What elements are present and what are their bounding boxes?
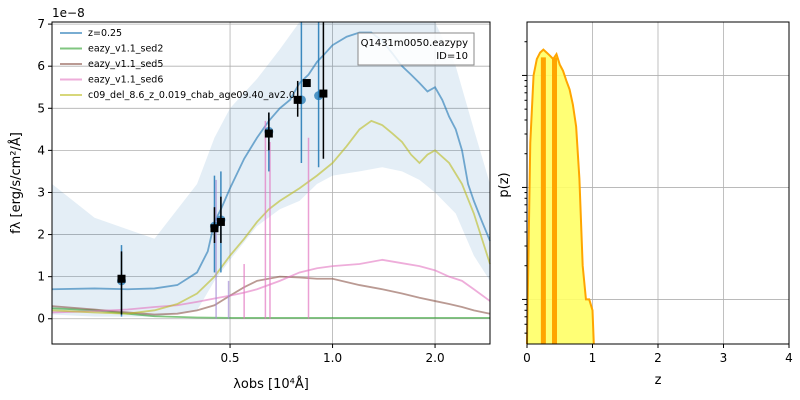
series-line-eazy-v1-1-sed5 [51,275,491,316]
sed-frame [51,21,491,345]
pz-x-tick-label: 0 [523,351,531,365]
pz-x-ticks: 0 1 2 3 4 [523,344,793,365]
y-tick-label: 3 [37,185,45,199]
pz-area [526,48,595,345]
legend-label-eazy-v1-1-sed6: eazy_v1.1_sed6 [88,75,163,86]
series-line-c09-del-8-6-z-0-019-chab-age09-40-av2-0 [51,119,491,315]
y-tick-label: 4 [37,143,45,157]
observed-point [319,89,328,98]
y-scale-factor: 1e−8 [52,6,85,20]
pz-x-tick-label: 3 [720,351,728,365]
sed-series [51,31,491,319]
sed-panel: 0.5 1.0 2.0 0 1 2 3 4 5 6 7 1e−8 λobs [10⁴Å] fλ [… [8,6,491,392]
legend-label-eazy-v1-1-sed2: eazy_v1.1_sed2 [88,44,163,55]
observed-point [302,79,311,88]
pz-fill-area [527,49,594,345]
uncertainty-band [52,22,490,317]
sed-x-axis-label: λobs [10⁴Å] [233,376,309,392]
y-tick-label: 0 [37,312,45,326]
observed-point [293,95,302,104]
observed-point [264,129,273,138]
legend: z=0.25 eazy_v1.1_sed2 eazy_v1.1_sed5 eazy_v… [60,28,295,101]
y-tick-label: 7 [37,17,45,31]
y-tick-label: 5 [37,101,45,115]
x-tick-label: 2.0 [426,351,445,365]
object-annotation: Q1431m0050.eazypy ID=10 [357,32,475,66]
y-tick-label: 6 [37,59,45,73]
legend-label-z-0-25: z=0.25 [88,28,122,39]
observed-points [117,22,328,315]
y-tick-label: 1 [37,270,45,284]
observed-point [117,274,126,283]
annotation-box [357,32,475,66]
x-tick-label: 1.0 [323,351,342,365]
x-tick-label: 0.5 [220,351,239,365]
legend-label-c09-del-8-6-z-0-019-chab-age09-40-av2-0: c09_del_8.6_z_0.019_chab_age09.40_av2.0 [88,90,295,101]
pz-y-ticks [522,41,527,334]
annotation-line-1: Q1431m0050.eazypy [361,38,468,49]
y-tick-label: 2 [37,228,45,242]
annotation-line-2: ID=10 [436,51,468,62]
pz-curve [526,48,595,345]
uncertainty-band-area [52,22,490,317]
legend-label-eazy-v1-1-sed5: eazy_v1.1_sed5 [88,59,163,70]
sed-x-ticks: 0.5 1.0 2.0 [220,344,445,365]
pz-y-axis-label: p(z) [497,172,512,197]
observed-point [210,224,219,233]
sed-y-ticks: 0 1 2 3 4 5 6 7 [37,17,52,326]
pz-x-axis-label: z [655,373,662,388]
pz-x-tick-label: 1 [589,351,597,365]
series-line-z-0-25 [51,31,491,291]
observed-point [216,217,225,226]
pz-panel: 0 1 2 3 4 z p(z) [497,21,793,388]
pz-x-tick-label: 2 [654,351,662,365]
emission-spikes [215,120,310,319]
sed-y-axis-label: fλ [erg/s/cm²/Å] [8,132,24,234]
pz-x-tick-label: 4 [785,351,793,365]
